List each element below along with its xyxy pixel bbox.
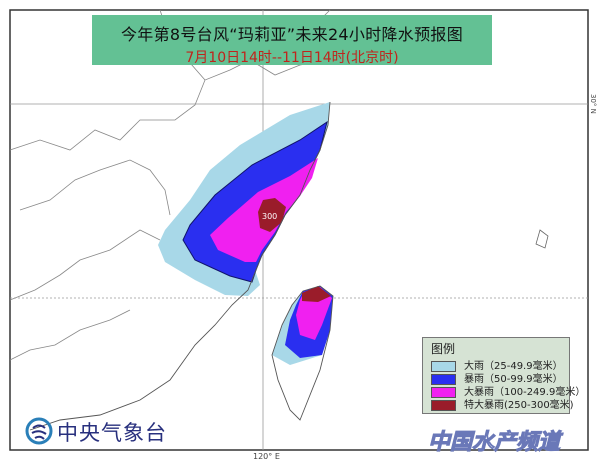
latitude-label: 30° N — [589, 94, 597, 114]
legend-swatch — [431, 360, 456, 372]
legend-label: 暴雨（50-99.9毫米） — [464, 374, 563, 385]
coastline — [29, 101, 331, 431]
map-subtitle: 7月10日14时--11日14时(北京时) — [185, 50, 399, 66]
legend: 图例 大雨（25-49.9毫米） 暴雨（50-99.9毫米） 大暴雨（100-2… — [422, 337, 585, 414]
legend-item-heavy-rain: 大雨（25-49.9毫米） — [431, 357, 563, 372]
legend-swatch — [431, 386, 456, 398]
legend-item-heavy-rainstorm: 大暴雨（100-249.9毫米） — [431, 383, 586, 398]
legend-swatch — [431, 399, 456, 411]
legend-title: 图例 — [431, 342, 456, 356]
map-title: 今年第8号台风“玛莉亚”未来24小时降水预报图 — [120, 25, 464, 44]
taiwan-outline — [271, 285, 334, 421]
legend-label: 特大暴雨(250-300毫米) — [464, 400, 574, 411]
island-outline — [535, 229, 549, 249]
cma-logo-icon — [25, 417, 53, 445]
legend-item-rainstorm: 暴雨（50-99.9毫米） — [431, 370, 563, 385]
legend-swatch — [431, 373, 456, 385]
max-rainfall-label: 300 — [262, 212, 277, 221]
legend-label: 大暴雨（100-249.9毫米） — [464, 387, 586, 398]
agency-name: 中央气象台 — [57, 421, 167, 445]
legend-label: 大雨（25-49.9毫米） — [464, 361, 563, 372]
longitude-label: 120° E — [253, 452, 280, 461]
watermark: 中国水产频道 — [427, 430, 561, 456]
legend-item-extreme-rainstorm: 特大暴雨(250-300毫米) — [431, 396, 574, 411]
taiwan-rain-extreme — [302, 286, 331, 302]
rain-zone-extreme-rainstorm — [258, 198, 286, 232]
title-box: 今年第8号台风“玛莉亚”未来24小时降水预报图 7月10日14时--11日14时… — [92, 15, 492, 66]
